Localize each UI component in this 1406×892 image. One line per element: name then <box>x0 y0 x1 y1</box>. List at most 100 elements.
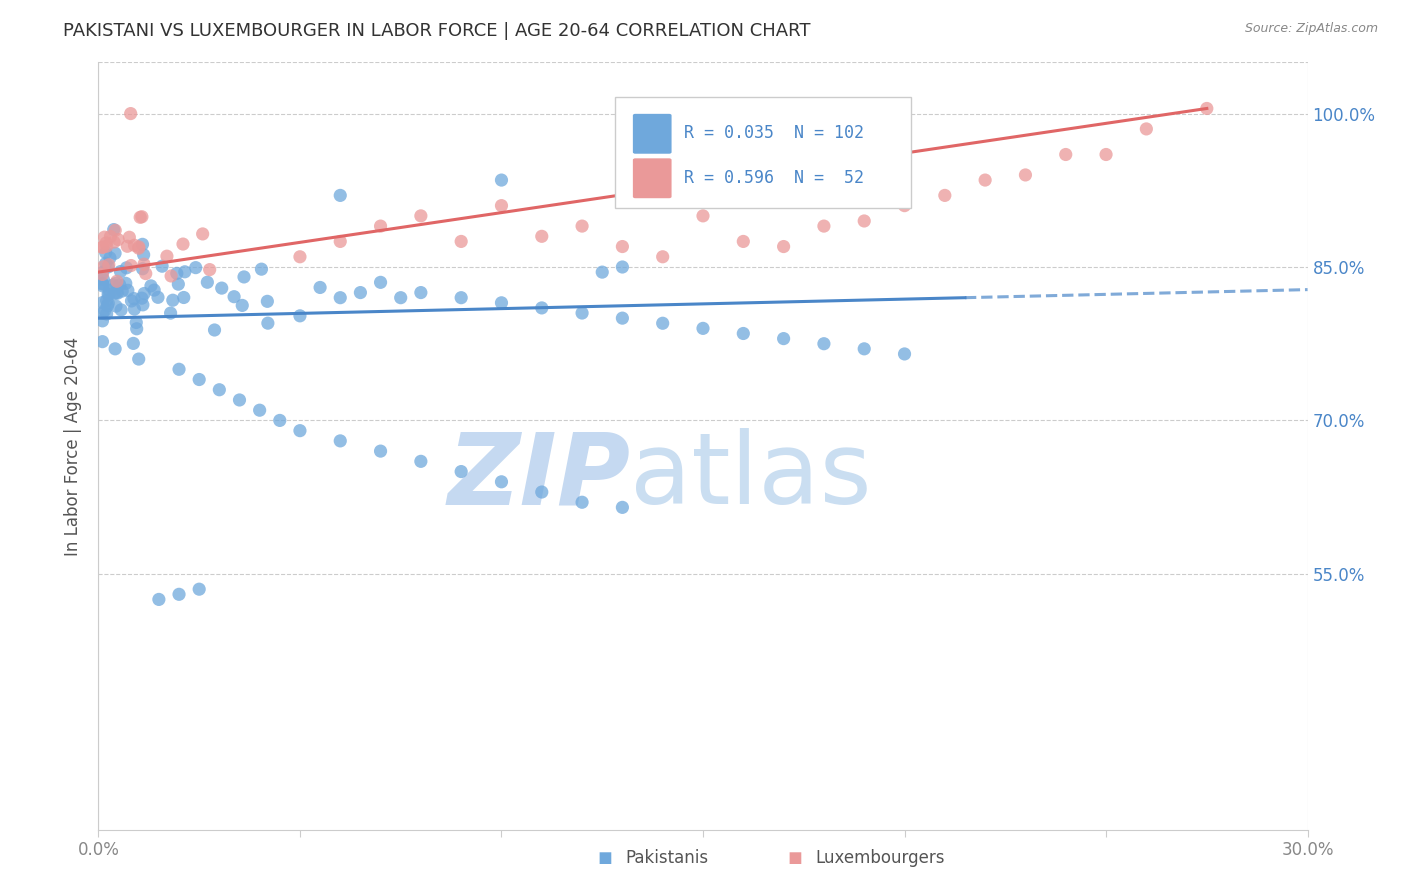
Point <box>103 235 125 249</box>
Point <box>612 500 634 515</box>
Point <box>409 285 432 300</box>
Point <box>256 294 278 309</box>
FancyBboxPatch shape <box>633 114 672 153</box>
Point <box>184 260 207 275</box>
Point <box>612 260 634 274</box>
Point <box>96 307 118 321</box>
Point <box>117 239 139 253</box>
Point <box>91 277 114 292</box>
Point <box>329 188 352 202</box>
Point <box>692 209 714 223</box>
Text: PAKISTANI VS LUXEMBOURGER IN LABOR FORCE | AGE 20-64 CORRELATION CHART: PAKISTANI VS LUXEMBOURGER IN LABOR FORCE… <box>63 22 811 40</box>
Point <box>105 274 128 288</box>
Point <box>91 240 114 254</box>
Point <box>733 235 755 249</box>
Point <box>96 293 118 308</box>
Y-axis label: In Labor Force | Age 20-64: In Labor Force | Age 20-64 <box>65 336 83 556</box>
Point <box>97 258 120 272</box>
Point <box>104 342 127 356</box>
Point <box>204 323 226 337</box>
Point <box>166 266 188 280</box>
Point <box>1054 147 1077 161</box>
Point <box>167 587 190 601</box>
Point <box>148 592 170 607</box>
Point <box>134 286 156 301</box>
Point <box>91 334 114 349</box>
Point <box>104 223 127 237</box>
Point <box>91 295 114 310</box>
FancyBboxPatch shape <box>614 97 911 208</box>
Point <box>91 279 114 293</box>
Point <box>105 285 128 300</box>
Point <box>167 277 190 292</box>
Point <box>125 316 148 330</box>
Point <box>813 336 835 351</box>
Point <box>370 276 392 290</box>
Point <box>122 292 145 306</box>
Point <box>129 211 152 225</box>
Point <box>173 265 195 279</box>
Point <box>733 326 755 341</box>
Point <box>143 283 166 297</box>
Point <box>131 210 153 224</box>
Point <box>97 296 120 310</box>
Point <box>91 240 114 254</box>
Point <box>93 230 115 244</box>
Point <box>91 260 114 274</box>
Point <box>132 248 155 262</box>
Point <box>934 188 956 202</box>
Point <box>288 309 311 323</box>
Point <box>103 222 125 236</box>
Point <box>571 219 593 233</box>
Point <box>450 291 472 305</box>
Point <box>1014 168 1036 182</box>
Point <box>115 260 138 275</box>
Point <box>491 199 513 213</box>
Point <box>104 246 127 260</box>
Point <box>530 229 553 244</box>
Point <box>491 475 513 489</box>
Point <box>139 279 162 293</box>
Point <box>118 230 141 244</box>
Point <box>132 298 155 312</box>
Point <box>94 245 117 260</box>
Point <box>288 250 311 264</box>
Point <box>269 413 291 427</box>
Text: ◼: ◼ <box>787 849 801 867</box>
Point <box>692 321 714 335</box>
Point <box>162 293 184 308</box>
Text: ◼: ◼ <box>598 849 612 867</box>
Point <box>135 267 157 281</box>
Point <box>124 238 146 252</box>
Point <box>98 287 121 301</box>
Point <box>104 299 127 313</box>
Point <box>117 284 139 298</box>
Point <box>94 256 117 270</box>
Point <box>120 259 142 273</box>
Point <box>813 219 835 233</box>
Point <box>893 347 915 361</box>
Point <box>188 372 211 386</box>
Point <box>98 283 121 297</box>
Point <box>228 392 250 407</box>
Point <box>173 291 195 305</box>
Point <box>211 281 233 295</box>
Point <box>612 239 634 253</box>
Point <box>530 485 553 500</box>
Point <box>114 277 136 291</box>
Point <box>156 249 179 263</box>
Point <box>159 306 181 320</box>
Point <box>370 444 392 458</box>
Point <box>110 302 132 317</box>
Point <box>349 285 371 300</box>
Text: Pakistanis: Pakistanis <box>626 849 709 867</box>
Point <box>772 332 794 346</box>
Text: ZIP: ZIP <box>447 428 630 525</box>
Point <box>150 259 173 273</box>
Point <box>250 262 273 277</box>
Point <box>233 269 256 284</box>
Point <box>188 582 211 597</box>
Point <box>530 301 553 315</box>
Point <box>231 298 253 312</box>
Text: atlas: atlas <box>630 428 872 525</box>
